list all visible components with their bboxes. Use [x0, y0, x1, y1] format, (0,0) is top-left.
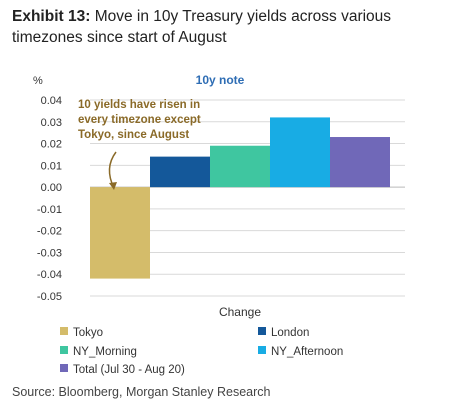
bar-total-jul-30-aug-20 [330, 137, 390, 188]
exhibit-label: Exhibit 13: [12, 8, 91, 25]
legend-label: London [271, 327, 309, 339]
y-tick-label: -0.03 [37, 247, 62, 259]
y-tick-label: 0.04 [41, 95, 62, 107]
y-tick-label: 0.00 [41, 182, 62, 194]
bar-ny-morning [210, 145, 270, 188]
bar-tokyo [90, 187, 150, 279]
annotation-line: every timezone except [78, 114, 201, 126]
y-tick-label: 0.01 [41, 160, 62, 172]
legend-swatch [60, 346, 68, 354]
legend-label: Tokyo [73, 327, 103, 339]
y-tick-label: 0.02 [41, 139, 62, 151]
y-axis-label: % [33, 75, 43, 87]
legend-label: NY_Morning [73, 346, 137, 358]
exhibit-title-text: Move in 10y Treasury yields across vario… [12, 8, 392, 46]
annotation-arrowhead [109, 182, 117, 190]
chart-title: 10y note [196, 73, 245, 87]
bar-london [150, 156, 210, 188]
legend-swatch [60, 364, 68, 372]
bar-ny-afternoon [270, 117, 330, 188]
y-tick-label: -0.01 [37, 204, 62, 216]
x-axis-label: Change [219, 305, 261, 319]
y-tick-label: -0.05 [37, 291, 62, 303]
legend-label: NY_Afternoon [271, 346, 343, 358]
annotation-line: 10 yields have risen in [78, 99, 200, 111]
legend-swatch [60, 327, 68, 335]
y-tick-label: -0.04 [37, 269, 62, 281]
source-note: Source: Bloomberg, Morgan Stanley Resear… [12, 385, 271, 399]
legend-swatch [258, 346, 266, 354]
legend-label: Total (Jul 30 - Aug 20) [73, 364, 185, 376]
y-tick-label: 0.03 [41, 117, 62, 129]
annotation-line: Tokyo, since August [78, 129, 189, 141]
y-tick-label: -0.02 [37, 226, 62, 238]
exhibit-title: Exhibit 13: Move in 10y Treasury yields … [12, 6, 462, 48]
legend-swatch [258, 327, 266, 335]
